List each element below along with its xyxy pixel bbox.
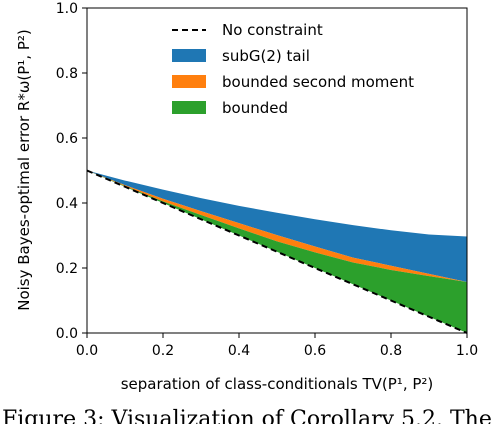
legend-swatch: [172, 75, 206, 88]
y-axis-label: Noisy Bayes-optimal error R*ω(P¹, P²): [15, 29, 33, 311]
y-axis-ticks: 0.0 0.2 0.4 0.6 0.8 1.0: [56, 1, 87, 342]
legend-label: bounded: [222, 99, 288, 117]
axes-frame: [86, 7, 468, 334]
legend: No constraint subG(2) tail bounded second …: [172, 21, 414, 117]
x-tick-label: 0.4: [228, 343, 250, 359]
figure-caption: Figure 3: Visualization of Corollary 5.2…: [2, 407, 492, 424]
y-tick-label: 0.6: [56, 131, 78, 147]
y-tick-label: 0.0: [56, 326, 78, 342]
legend-label: No constraint: [222, 21, 323, 39]
x-tick-label: 0.8: [380, 343, 402, 359]
band-subg-2-tail: [87, 170, 467, 282]
x-tick-label: 0.6: [304, 343, 326, 359]
legend-label: subG(2) tail: [222, 47, 310, 65]
x-axis-label: separation of class-conditionals TV(P¹, …: [121, 375, 434, 393]
x-tick-label: 1.0: [456, 343, 478, 359]
legend-label: bounded second moment: [222, 73, 414, 91]
y-tick-label: 0.2: [56, 261, 78, 277]
x-tick-label: 0.0: [76, 343, 98, 359]
x-axis-ticks: 0.0 0.2 0.4 0.6 0.8 1.0: [76, 333, 478, 359]
series-lines: [86, 169, 468, 334]
y-tick-label: 0.8: [56, 66, 78, 82]
legend-swatch: [172, 101, 206, 114]
y-tick-label: 1.0: [56, 1, 78, 17]
legend-swatch: [172, 49, 206, 62]
x-tick-label: 0.2: [152, 343, 174, 359]
y-tick-label: 0.4: [56, 196, 78, 212]
line-no-constraint: [86, 169, 468, 334]
